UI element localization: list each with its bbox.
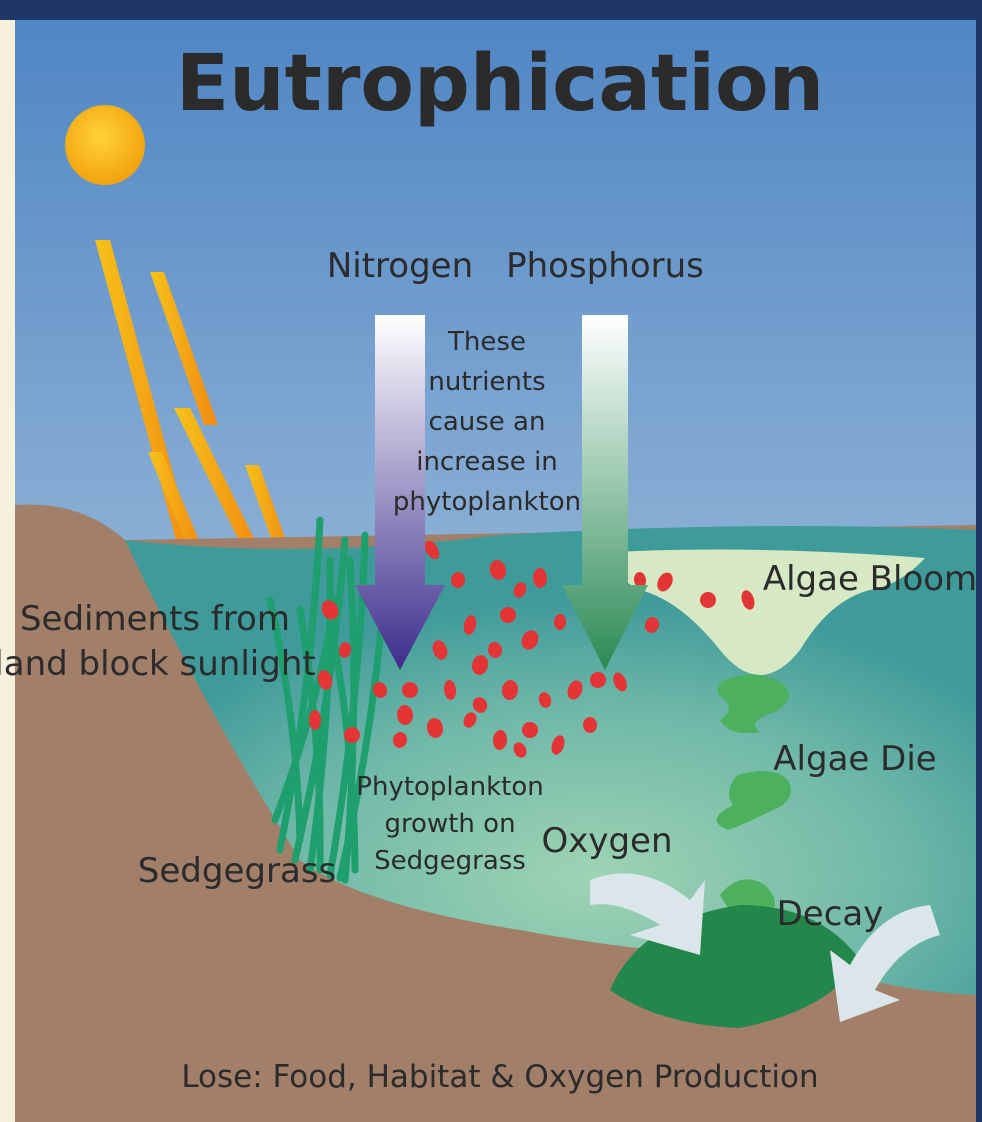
plankton-cell — [472, 697, 488, 713]
plankton-cell — [317, 670, 333, 690]
plankton-cell — [551, 735, 565, 755]
plankton-cell — [522, 722, 538, 738]
plankton-cell — [492, 730, 508, 750]
plankton-cell — [513, 742, 527, 758]
ray — [150, 272, 218, 425]
label: Decay — [777, 894, 884, 934]
oxygen-arrow — [590, 873, 705, 955]
plankton-cell — [513, 582, 527, 598]
label-line: These — [447, 327, 526, 357]
plankton-cell — [741, 590, 755, 610]
title: Eutrophication — [176, 39, 824, 129]
plankton-cell — [338, 642, 352, 658]
grass-blade — [296, 606, 324, 874]
plankton-cell — [463, 615, 477, 635]
plankton-cell — [700, 592, 716, 608]
dying-algae — [717, 674, 789, 734]
oxygen-arrow — [830, 905, 940, 1022]
plankton-cell — [487, 642, 503, 658]
sun-rays — [95, 240, 290, 555]
sediments-label: Sediments from land block sunlight — [0, 599, 316, 684]
plankton-cell — [644, 617, 660, 633]
label: Oxygen — [541, 821, 672, 861]
grass-blade — [306, 556, 334, 874]
plankton-cell — [633, 572, 647, 588]
plankton-cell — [532, 568, 548, 588]
plankton-cell — [392, 732, 408, 748]
top-bar — [0, 0, 982, 20]
label-line: cause an — [429, 407, 546, 437]
phosphorus-arrow — [562, 315, 648, 670]
ray — [174, 408, 262, 555]
growth-label: Phytoplankton growth on Sedgegrass — [356, 772, 543, 876]
sun — [65, 105, 145, 185]
footer: Lose: Food, Habitat & Oxygen Production — [181, 1059, 818, 1095]
plankton-cell — [426, 718, 444, 738]
ray — [245, 465, 290, 552]
grass-blade — [326, 616, 359, 874]
grass-blade — [266, 596, 304, 844]
plankton-cell — [657, 572, 673, 592]
label: Algae Bloom — [763, 559, 977, 599]
grass-blade — [276, 516, 324, 854]
plankton-cell — [613, 672, 627, 692]
plankton-cell — [501, 680, 519, 700]
plankton-cell — [471, 655, 489, 675]
label: Algae Die — [773, 739, 936, 779]
algae-bloom — [615, 549, 925, 675]
label-line: nutrients — [428, 367, 545, 397]
label-line: Phytoplankton — [356, 772, 543, 802]
plankton-cell — [396, 705, 414, 725]
label-line: Sediments from — [20, 599, 290, 639]
plankton-cell — [567, 680, 583, 700]
plankton-cell — [424, 540, 440, 560]
plankton-cell — [309, 710, 321, 730]
label: Nitrogen — [327, 246, 473, 286]
plankton-cell — [450, 572, 466, 588]
plankton-cell — [538, 692, 552, 708]
plankton-cell — [432, 640, 448, 660]
plankton-cell — [521, 630, 539, 650]
label-line: land block sunlight — [0, 644, 316, 684]
nutrients-note: These nutrients cause an increase in phytopl… — [393, 327, 581, 517]
plankton-cell — [402, 682, 418, 698]
label-line: growth on — [384, 809, 515, 839]
plankton-cell — [590, 672, 606, 688]
label-line: increase in — [416, 447, 558, 477]
phytoplankton — [309, 540, 755, 758]
nitrogen-arrow — [355, 315, 445, 670]
plankton-cell — [321, 600, 339, 620]
plankton-cell — [463, 712, 477, 728]
label-line: Sedgegrass — [374, 846, 526, 876]
right-bar — [976, 0, 982, 1122]
plankton-cell — [372, 682, 388, 698]
label-line: phytoplankton — [393, 487, 581, 517]
label: Phosphorus — [506, 246, 704, 286]
plankton-cell — [344, 727, 360, 743]
plankton-cell — [582, 717, 598, 733]
dying-algae — [716, 771, 791, 830]
ray — [148, 452, 203, 550]
plankton-cell — [553, 614, 567, 630]
plankton-cell — [489, 560, 507, 580]
plankton-cell — [500, 607, 516, 623]
plankton-cell — [443, 680, 457, 700]
label: Sedgegrass — [138, 851, 336, 891]
